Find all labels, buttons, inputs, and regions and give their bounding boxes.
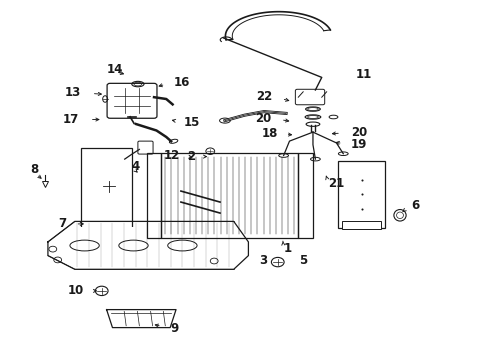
Text: 6: 6 bbox=[410, 199, 418, 212]
Bar bbox=[342, 221, 380, 229]
FancyBboxPatch shape bbox=[78, 227, 134, 231]
Text: 20: 20 bbox=[255, 112, 271, 125]
Text: 1: 1 bbox=[283, 242, 291, 255]
Text: 18: 18 bbox=[261, 127, 277, 140]
Text: 20: 20 bbox=[350, 126, 366, 139]
Text: 17: 17 bbox=[63, 113, 79, 126]
Text: 7: 7 bbox=[58, 217, 66, 230]
Text: 21: 21 bbox=[328, 177, 344, 190]
Text: 16: 16 bbox=[173, 76, 189, 89]
Text: 9: 9 bbox=[170, 322, 178, 335]
Text: 3: 3 bbox=[259, 255, 267, 267]
Text: 14: 14 bbox=[106, 63, 122, 76]
Bar bbox=[298, 153, 312, 238]
Text: 13: 13 bbox=[64, 86, 81, 99]
Text: 2: 2 bbox=[187, 150, 195, 163]
Text: 12: 12 bbox=[163, 149, 180, 162]
Bar bbox=[146, 153, 161, 238]
Bar bbox=[81, 148, 132, 228]
Text: 22: 22 bbox=[256, 90, 272, 103]
Text: 15: 15 bbox=[183, 116, 199, 129]
Text: 19: 19 bbox=[350, 138, 366, 151]
Text: 11: 11 bbox=[355, 68, 371, 81]
Bar bbox=[338, 161, 384, 228]
Text: 8: 8 bbox=[30, 163, 39, 176]
Bar bbox=[161, 153, 298, 238]
Text: 4: 4 bbox=[131, 160, 139, 173]
Text: 5: 5 bbox=[299, 255, 307, 267]
Text: 10: 10 bbox=[68, 284, 84, 297]
